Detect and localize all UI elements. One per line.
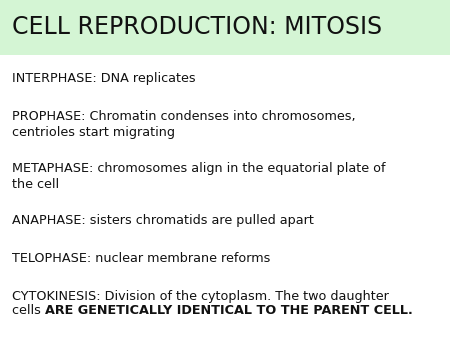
Text: TELOPHASE: nuclear membrane reforms: TELOPHASE: nuclear membrane reforms [12,252,270,265]
Text: CELL REPRODUCTION: MITOSIS: CELL REPRODUCTION: MITOSIS [12,16,382,40]
Text: PROPHASE: Chromatin condenses into chromosomes,
centrioles start migrating: PROPHASE: Chromatin condenses into chrom… [12,110,356,139]
Text: cells: cells [12,304,45,317]
Text: METAPHASE: chromosomes align in the equatorial plate of
the cell: METAPHASE: chromosomes align in the equa… [12,162,386,191]
Bar [0,0,450,55]
Text: INTERPHASE: DNA replicates: INTERPHASE: DNA replicates [12,72,196,85]
Text: ARE GENETICALLY IDENTICAL TO THE PARENT CELL.: ARE GENETICALLY IDENTICAL TO THE PARENT … [45,304,413,317]
Text: ANAPHASE: sisters chromatids are pulled apart: ANAPHASE: sisters chromatids are pulled … [12,214,314,227]
Text: CYTOKINESIS: Division of the cytoplasm. The two daughter: CYTOKINESIS: Division of the cytoplasm. … [12,290,389,303]
